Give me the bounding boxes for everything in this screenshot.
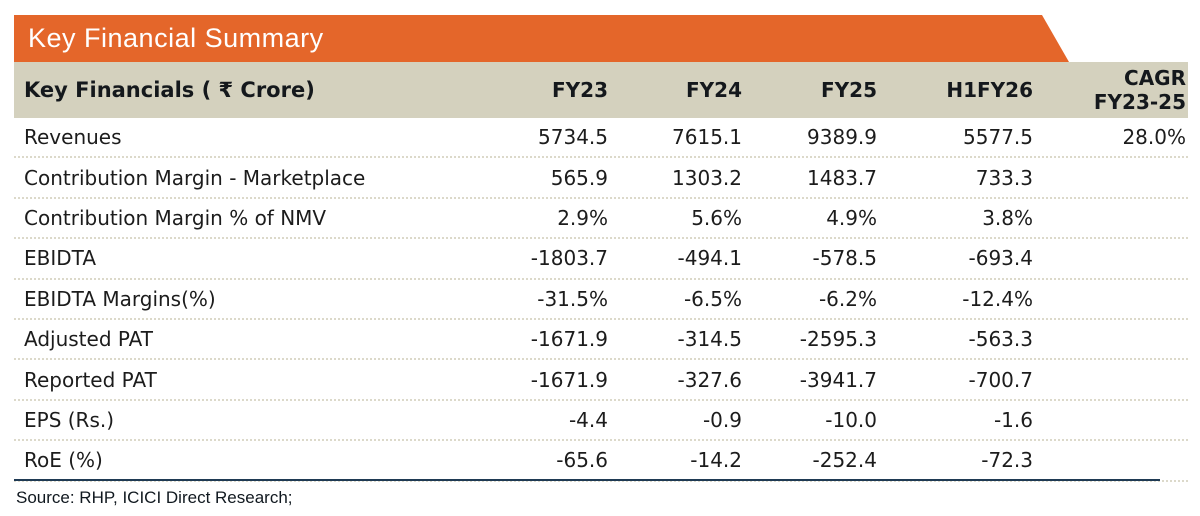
header-fy24: FY24	[686, 78, 742, 102]
footer-divider	[14, 479, 1160, 481]
table-row: Revenues 5734.5 7615.1 9389.9 5577.5 28.0%	[14, 118, 1188, 159]
header-label: Key Financials ( ₹ Crore)	[24, 78, 315, 102]
cell-fy24: -314.5	[677, 327, 742, 352]
row-label: EPS (Rs.)	[24, 407, 115, 432]
cell-fy23: 2.9%	[557, 205, 608, 230]
table-row: EBIDTA Margins(%) -31.5% -6.5% -6.2% -12.4%	[14, 280, 1188, 320]
header-cagr: CAGR FY23-25	[1035, 66, 1188, 114]
row-label: Revenues	[24, 125, 122, 150]
row-label: Contribution Margin % of NMV	[24, 205, 327, 230]
cell-fy25: 9389.9	[807, 125, 877, 150]
cell-fy24: -6.5%	[683, 286, 742, 311]
cell-h1fy26: -693.4	[968, 246, 1033, 271]
cell-fy25: -252.4	[812, 448, 877, 473]
cell-fy25: 4.9%	[826, 205, 877, 230]
row-label: Reported PAT	[24, 367, 157, 392]
cell-h1fy26: 733.3	[975, 165, 1033, 190]
table-row: Reported PAT -1671.9 -327.6 -3941.7 -700.7	[14, 360, 1188, 401]
table-row: EPS (Rs.) -4.4 -0.9 -10.0 -1.6	[14, 401, 1188, 442]
cell-fy25: -6.2%	[818, 286, 877, 311]
cell-fy23: 565.9	[550, 165, 608, 190]
cell-fy23: -31.5%	[537, 286, 608, 311]
cell-fy23: 5734.5	[538, 125, 608, 150]
cell-fy25: -2595.3	[799, 327, 877, 352]
cell-h1fy26: -563.3	[968, 327, 1033, 352]
row-label: EBIDTA Margins(%)	[24, 286, 216, 311]
cell-h1fy26: -72.3	[981, 448, 1033, 473]
cell-fy25: -578.5	[812, 246, 877, 271]
table-body: Revenues 5734.5 7615.1 9389.9 5577.5 28.0% Con…	[14, 118, 1188, 482]
cell-fy25: 1483.7	[807, 165, 877, 190]
header-fy25: FY25	[821, 78, 877, 102]
cell-fy24: 7615.1	[672, 125, 742, 150]
cell-fy23: -4.4	[568, 407, 608, 432]
cell-h1fy26: -12.4%	[962, 286, 1033, 311]
table-row: Contribution Margin % of NMV 2.9% 5.6% 4.9%…	[14, 199, 1188, 240]
row-label: EBIDTA	[24, 246, 97, 271]
cell-fy23: -65.6	[556, 448, 608, 473]
table-header-row: Key Financials ( ₹ Crore) FY23 FY24 FY25…	[14, 62, 1188, 118]
row-label: Contribution Margin - Marketplace	[24, 165, 366, 190]
cell-fy25: -10.0	[825, 407, 877, 432]
cell-fy24: -14.2	[690, 448, 742, 473]
cell-fy25: -3941.7	[799, 367, 877, 392]
title-banner: Key Financial Summary	[14, 15, 1069, 62]
cell-fy24: 1303.2	[672, 165, 742, 190]
header-cagr-line2: FY23-25	[1093, 90, 1186, 114]
cell-h1fy26: -700.7	[968, 367, 1033, 392]
header-h1fy26: H1FY26	[946, 78, 1033, 102]
cell-fy24: -0.9	[702, 407, 742, 432]
table-row: EBIDTA -1803.7 -494.1 -578.5 -693.4	[14, 239, 1188, 280]
cell-h1fy26: -1.6	[993, 407, 1033, 432]
table-row: Contribution Margin - Marketplace 565.9 13…	[14, 158, 1188, 199]
source-note: Source: RHP, ICICI Direct Research;	[16, 488, 293, 507]
header-fy23: FY23	[552, 78, 608, 102]
key-financials-table: Key Financials ( ₹ Crore) FY23 FY24 FY25…	[14, 62, 1188, 482]
row-label: Adjusted PAT	[24, 327, 154, 352]
table-row: RoE (%) -65.6 -14.2 -252.4 -72.3	[14, 441, 1188, 482]
cell-h1fy26: 3.8%	[982, 205, 1033, 230]
cell-fy23: -1803.7	[530, 246, 608, 271]
cell-fy24: 5.6%	[691, 205, 742, 230]
cell-fy24: -494.1	[677, 246, 742, 271]
header-cagr-line1: CAGR	[1124, 66, 1186, 90]
cell-fy24: -327.6	[677, 367, 742, 392]
cell-h1fy26: 5577.5	[963, 125, 1033, 150]
cell-fy23: -1671.9	[530, 327, 608, 352]
cell-cagr: 28.0%	[1122, 125, 1186, 150]
cell-fy23: -1671.9	[530, 367, 608, 392]
row-label: RoE (%)	[24, 448, 103, 473]
page-title: Key Financial Summary	[28, 23, 324, 53]
table-row: Adjusted PAT -1671.9 -314.5 -2595.3 -563.3	[14, 320, 1188, 361]
